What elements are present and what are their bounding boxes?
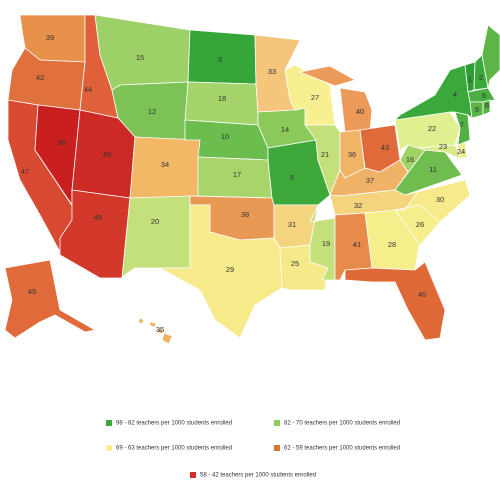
legend-swatch <box>190 472 196 478</box>
state-label: 16 <box>406 155 414 164</box>
state-label: 1 <box>468 75 472 84</box>
state-label: 32 <box>354 201 362 210</box>
state-label: 46 <box>418 290 426 299</box>
legend-label: 82 - 70 teachers per 1000 students enrol… <box>284 421 400 427</box>
state-label: 12 <box>148 107 156 116</box>
state-label: 4 <box>453 90 457 99</box>
state-label: 3 <box>218 55 222 64</box>
state-label: 24 <box>457 147 465 156</box>
state-label: 20 <box>151 217 159 226</box>
state <box>284 64 336 126</box>
state-label: 42 <box>36 73 44 82</box>
state <box>158 204 283 339</box>
state <box>482 99 491 116</box>
state-label: 17 <box>233 170 241 179</box>
state-label: 7 <box>460 120 464 129</box>
legend-label: 58 - 42 teachers per 1000 students enrol… <box>200 473 316 479</box>
state-label: 40 <box>356 107 364 116</box>
state-label: 50 <box>58 138 66 147</box>
legend-swatch <box>274 420 280 426</box>
state-label: 43 <box>381 143 389 152</box>
state-label: 28 <box>388 240 396 249</box>
state <box>4 259 97 339</box>
state-label: 18 <box>218 94 226 103</box>
state-label: 2 <box>479 73 483 82</box>
state <box>137 317 173 345</box>
state-label: 8 <box>485 101 489 110</box>
state-label: 26 <box>416 220 424 229</box>
legend-swatch <box>106 445 112 451</box>
legend-swatch <box>274 445 280 451</box>
state-label: 9 <box>475 105 479 114</box>
state-label: 30 <box>436 195 444 204</box>
state-label: 41 <box>353 240 361 249</box>
legend-label: 98 - 82 teachers per 1000 students enrol… <box>116 421 232 427</box>
state-label: 19 <box>322 239 330 248</box>
state-label: 10 <box>221 132 229 141</box>
state-label: 25 <box>291 259 299 268</box>
state <box>394 179 471 223</box>
state-label: 38 <box>241 210 249 219</box>
state-label: 48 <box>94 213 102 222</box>
state-label: 39 <box>46 33 54 42</box>
state-label: 27 <box>311 93 319 102</box>
state-label: 37 <box>366 176 374 185</box>
legend: 98 - 82 teachers per 1000 students enrol… <box>106 420 400 479</box>
legend-swatch <box>106 420 112 426</box>
state <box>344 261 446 341</box>
state-label: 35 <box>156 325 164 334</box>
state-label: 34 <box>161 160 169 169</box>
state <box>417 144 463 161</box>
state <box>393 64 473 121</box>
state-label: 36 <box>348 150 356 159</box>
state-label: 22 <box>428 124 436 133</box>
state-label: 21 <box>321 150 329 159</box>
state <box>121 195 191 280</box>
state-label: 49 <box>103 150 111 159</box>
state-label: 23 <box>439 142 447 151</box>
state-label: 14 <box>281 125 289 134</box>
state-label: 29 <box>226 265 234 274</box>
state-label: 45 <box>28 287 36 296</box>
state-label: 11 <box>429 165 437 174</box>
state-label: 5 <box>290 173 294 182</box>
state-label: 33 <box>268 67 276 76</box>
state-label: 47 <box>21 167 29 176</box>
legend-label: 69 - 63 teachers per 1000 students enrol… <box>116 446 232 452</box>
state-label: 15 <box>136 53 144 62</box>
state-label: 44 <box>84 85 92 94</box>
legend-label: 62 - 59 teachers per 1000 students enrol… <box>284 446 400 452</box>
state-label: 31 <box>288 220 296 229</box>
state-label: 6 <box>482 91 486 100</box>
state <box>184 81 259 126</box>
